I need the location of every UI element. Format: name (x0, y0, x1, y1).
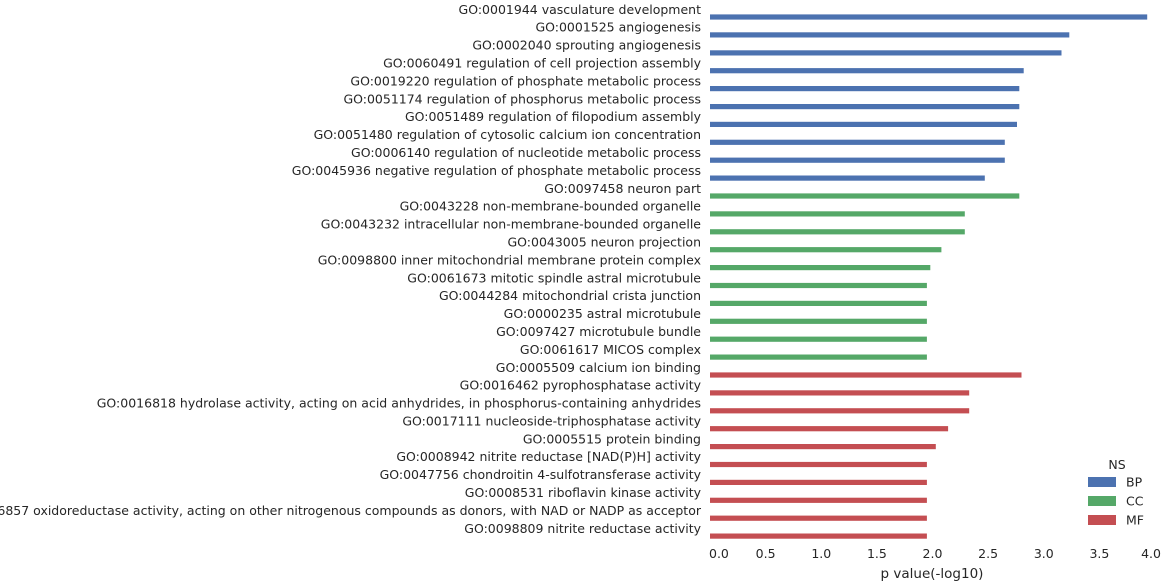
category-label: GO:0043005 neuron projection (507, 234, 701, 249)
bar-bp (710, 32, 1070, 38)
legend-swatch-bp (1088, 477, 1116, 487)
bars-group (710, 14, 1148, 539)
bar-bp (710, 121, 1017, 127)
bar-cc (710, 193, 1020, 199)
bar-bp (710, 86, 1020, 92)
bar-bp (710, 68, 1024, 74)
x-tick-labels-group: 0.0 0.5 1.0 1.5 2.0 2.5 3.0 3.5 4.0 (709, 546, 1161, 561)
bar-cc (710, 318, 927, 324)
x-tick-label: 1.0 (811, 546, 831, 561)
category-label: GO:0001525 angiogenesis (535, 20, 701, 35)
category-label: GO:0005509 calcium ion binding (496, 360, 701, 375)
x-tick-label: 0.5 (756, 546, 776, 561)
category-label: GO:0097458 neuron part (544, 181, 701, 196)
bar-mf (710, 515, 927, 521)
bar-mf (710, 479, 927, 485)
legend-swatch-mf (1088, 515, 1116, 525)
category-label: GO:0017111 nucleoside-triphosphatase act… (402, 413, 701, 428)
bar-mf (710, 426, 949, 432)
bar-mf (710, 444, 936, 450)
category-label: GO:0051480 regulation of cytosolic calci… (314, 127, 701, 142)
bar-cc (710, 247, 942, 253)
category-label: GO:0000235 astral microtubule (504, 306, 702, 321)
legend-label-mf: MF (1126, 513, 1144, 528)
category-label: GO:0043228 non-membrane-bounded organell… (400, 199, 702, 214)
category-label: GO:0043232 intracellular non-membrane-bo… (321, 217, 702, 232)
category-labels-group: GO:0001944 vasculature development GO:000… (0, 2, 702, 536)
x-tick-label: 4.0 (1141, 546, 1161, 561)
category-label: GO:0061673 mitotic spindle astral microt… (407, 270, 701, 285)
bar-cc (710, 282, 927, 289)
category-label: GO:0001944 vasculature development (459, 2, 702, 17)
bar-bp (710, 104, 1020, 110)
bar-bp (710, 157, 1005, 163)
x-tick-label: 3.0 (1034, 546, 1054, 561)
bar-cc (710, 300, 927, 306)
bar-bp (710, 50, 1062, 56)
category-label: GO:0046857 oxidoreductase activity, acti… (0, 503, 702, 518)
bar-bp (710, 139, 1005, 145)
bar-mf (710, 390, 970, 396)
x-tick-label: 2.5 (978, 546, 998, 561)
bar-cc (710, 265, 931, 271)
bar-mf (710, 372, 1022, 378)
x-axis-label: p value(-log10) (881, 566, 984, 582)
x-tick-label: 3.5 (1089, 546, 1109, 561)
legend-swatch-cc (1088, 496, 1116, 506)
category-label: GO:0044284 mitochondrial crista junction (439, 288, 701, 303)
category-label: GO:0006140 regulation of nucleotide meta… (351, 145, 701, 160)
bar-cc (710, 354, 927, 360)
x-tick-label: 1.5 (867, 546, 887, 561)
category-label: GO:0098809 nitrite reductase activity (464, 521, 701, 536)
bar-mf (710, 461, 927, 468)
category-label: GO:0016818 hydrolase activity, acting on… (97, 396, 701, 411)
category-label: GO:0051174 regulation of phosphorus meta… (343, 91, 701, 106)
bar-bp (710, 14, 1148, 20)
category-label: GO:0008942 nitrite reductase [NAD(P)H] a… (396, 449, 701, 464)
category-label: GO:0002040 sprouting angiogenesis (472, 38, 701, 53)
category-label: GO:0061617 MICOS complex (520, 342, 701, 357)
bar-mf (710, 408, 970, 414)
bar-cc (710, 229, 965, 235)
category-label: GO:0045936 negative regulation of phosph… (292, 163, 701, 178)
category-label: GO:0060491 regulation of cell projection… (383, 55, 701, 70)
category-label: GO:0016462 pyrophosphatase activity (460, 378, 702, 393)
category-label: GO:0019220 regulation of phosphate metab… (350, 73, 701, 88)
bar-mf (710, 533, 927, 539)
bar-mf (710, 497, 927, 503)
category-label: GO:0047756 chondroitin 4-sulfotransferas… (380, 467, 702, 482)
category-label: GO:0005515 protein binding (523, 431, 701, 446)
category-label: GO:0098800 inner mitochondrial membrane … (318, 252, 701, 267)
legend-label-bp: BP (1126, 475, 1143, 490)
legend-label-cc: CC (1126, 494, 1144, 509)
x-tick-label: 0.0 (709, 546, 729, 561)
legend-title: NS (1108, 457, 1125, 472)
category-label: GO:0051489 regulation of filopodium asse… (405, 109, 702, 124)
category-label: GO:0008531 riboflavin kinase activity (465, 485, 702, 500)
legend: NS BP CC MF (1088, 457, 1144, 528)
bar-cc (710, 336, 927, 342)
bar-bp (710, 175, 985, 181)
category-label: GO:0097427 microtubule bundle (496, 324, 701, 339)
x-tick-label: 2.0 (923, 546, 943, 561)
bar-cc (710, 211, 965, 217)
